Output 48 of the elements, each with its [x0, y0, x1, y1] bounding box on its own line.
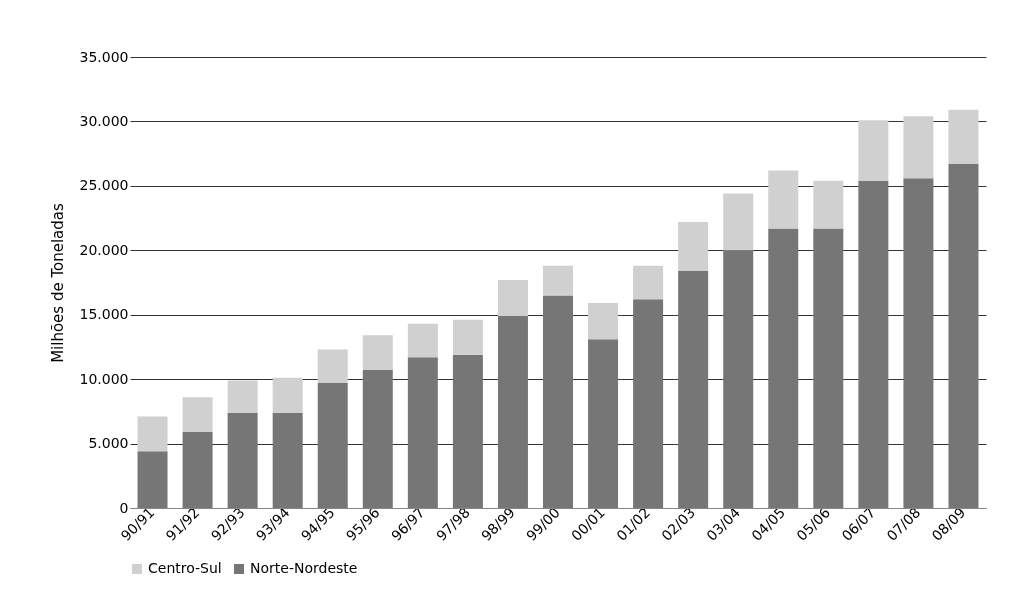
bar	[272, 377, 303, 413]
bar	[317, 349, 348, 384]
legend-label: Norte-Nordeste	[250, 560, 358, 576]
bar	[723, 193, 754, 251]
bar	[452, 354, 483, 508]
bar	[858, 180, 889, 508]
bar	[678, 221, 709, 271]
y-tick-label: 10.000	[79, 370, 129, 387]
y-tick-label: 5.000	[88, 435, 129, 452]
bar	[137, 416, 168, 452]
bar	[182, 397, 213, 432]
bar	[317, 383, 348, 508]
bar	[858, 120, 889, 181]
y-tick-label: 35.000	[79, 48, 129, 65]
y-tick-label: 30.000	[79, 112, 129, 129]
bar	[497, 316, 528, 508]
bar	[497, 279, 528, 316]
bar	[362, 370, 393, 508]
bar	[182, 431, 213, 508]
bar	[407, 323, 438, 358]
bar	[452, 319, 483, 355]
y-axis-title: Milhões de Toneladas	[48, 202, 67, 363]
y-tick-label: 20.000	[79, 241, 129, 258]
bar	[678, 270, 709, 508]
bar	[543, 295, 573, 508]
bar	[903, 178, 934, 508]
bar	[407, 357, 438, 508]
legend-label: Centro-Sul	[148, 560, 222, 576]
y-tick-label: 15.000	[79, 306, 129, 323]
bar	[588, 303, 619, 340]
bar	[227, 412, 258, 508]
bar	[723, 250, 754, 508]
bar	[948, 109, 979, 164]
bar	[633, 265, 664, 300]
bar	[813, 180, 844, 229]
bar	[768, 170, 799, 229]
bar	[633, 299, 664, 508]
bar	[903, 116, 934, 179]
bar	[543, 265, 573, 296]
bar	[272, 412, 303, 508]
bar	[227, 380, 258, 413]
bar	[948, 163, 979, 508]
bar	[137, 451, 168, 508]
bar	[588, 339, 619, 508]
bar	[813, 228, 844, 508]
y-tick-label: 25.000	[79, 177, 129, 194]
bar	[768, 228, 799, 508]
bar	[362, 335, 393, 371]
